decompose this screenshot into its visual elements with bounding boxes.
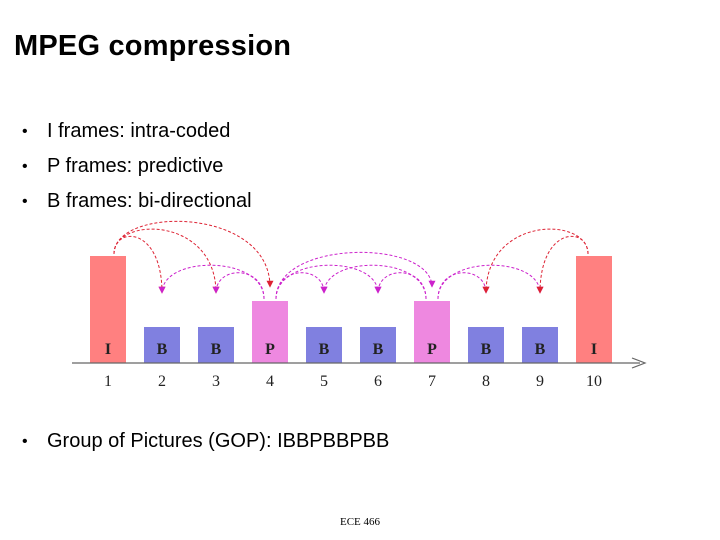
reference-arrow-4-to-6 (275, 264, 382, 300)
gop-list: • Group of Pictures (GOP): IBBPBBPBB (22, 424, 389, 459)
frame-type-label: P (427, 341, 437, 358)
bullet-dot-icon: • (22, 193, 28, 210)
frame-number-label: 7 (428, 373, 436, 390)
frame-I-10 (576, 256, 612, 363)
bullet-dot-icon: • (22, 433, 28, 450)
frame-B-6 (360, 327, 396, 363)
bullet-text: P frames: predictive (47, 155, 224, 177)
reference-arrow-7-to-8 (437, 272, 490, 300)
frame-type-label: B (319, 341, 330, 358)
frame-B-3 (198, 327, 234, 363)
frame-number-label: 8 (482, 373, 490, 390)
frame-P-7 (414, 301, 450, 363)
frame-number-label: 6 (374, 373, 382, 390)
frame-type-label: I (105, 341, 111, 358)
time-axis-arrowhead-icon (631, 357, 647, 369)
frame-number-label: 10 (586, 373, 602, 390)
frame-type-label: B (535, 341, 546, 358)
reference-arrow-7-to-6 (374, 272, 427, 300)
reference-arrow-7-to-9 (437, 264, 544, 300)
bullet-text: Group of Pictures (GOP): IBBPBBPBB (47, 430, 390, 452)
frame-number-label: 4 (266, 373, 274, 390)
bullet-gop: • Group of Pictures (GOP): IBBPBBPBB (22, 424, 389, 459)
frame-P-4 (252, 301, 288, 363)
slide-footer: ECE 466 (339, 516, 381, 528)
reference-arrow-4-to-2 (158, 264, 265, 300)
reference-arrow-4-to-7 (275, 251, 436, 300)
bullet-i-frames: • I frames: intra-coded (22, 114, 252, 149)
slide-title: MPEG compression (14, 30, 292, 62)
frame-type-label: B (373, 341, 384, 358)
bullet-b-frames: • B frames: bi-directional (22, 184, 252, 219)
bullet-p-frames: • P frames: predictive (22, 149, 252, 184)
reference-arrow-1-to-3 (113, 228, 220, 294)
reference-arrow-4-to-3 (212, 272, 265, 300)
frame-type-label: B (481, 341, 492, 358)
frame-number-label: 5 (320, 373, 328, 390)
reference-arrow-1-to-4 (113, 220, 274, 288)
reference-arrow-10-to-8 (482, 228, 589, 294)
frame-B-2 (144, 327, 180, 363)
frame-number-label: 9 (536, 373, 544, 390)
frame-type-label: P (265, 341, 275, 358)
frame-number-label: 1 (104, 373, 112, 390)
bullet-text: I frames: intra-coded (47, 120, 231, 142)
frame-type-label: B (157, 341, 168, 358)
bullet-dot-icon: • (22, 158, 28, 175)
bullet-text: B frames: bi-directional (47, 190, 252, 212)
reference-arrows (113, 220, 589, 300)
frame-B-8 (468, 327, 504, 363)
frame-numbers: 1 2 3 4 5 6 7 8 9 10 (104, 373, 602, 390)
reference-arrow-4-to-5 (275, 272, 328, 300)
frame-number-label: 2 (158, 373, 166, 390)
reference-arrow-7-to-5 (320, 264, 427, 300)
frame-type-list: • I frames: intra-coded • P frames: predic… (22, 114, 252, 219)
frame-I-1 (90, 256, 126, 363)
frame-B-5 (306, 327, 342, 363)
frame-B-9 (522, 327, 558, 363)
frame-type-label: B (211, 341, 222, 358)
bullet-dot-icon: • (22, 123, 28, 140)
frame-type-label: I (591, 341, 597, 358)
frame-number-label: 3 (212, 373, 220, 390)
